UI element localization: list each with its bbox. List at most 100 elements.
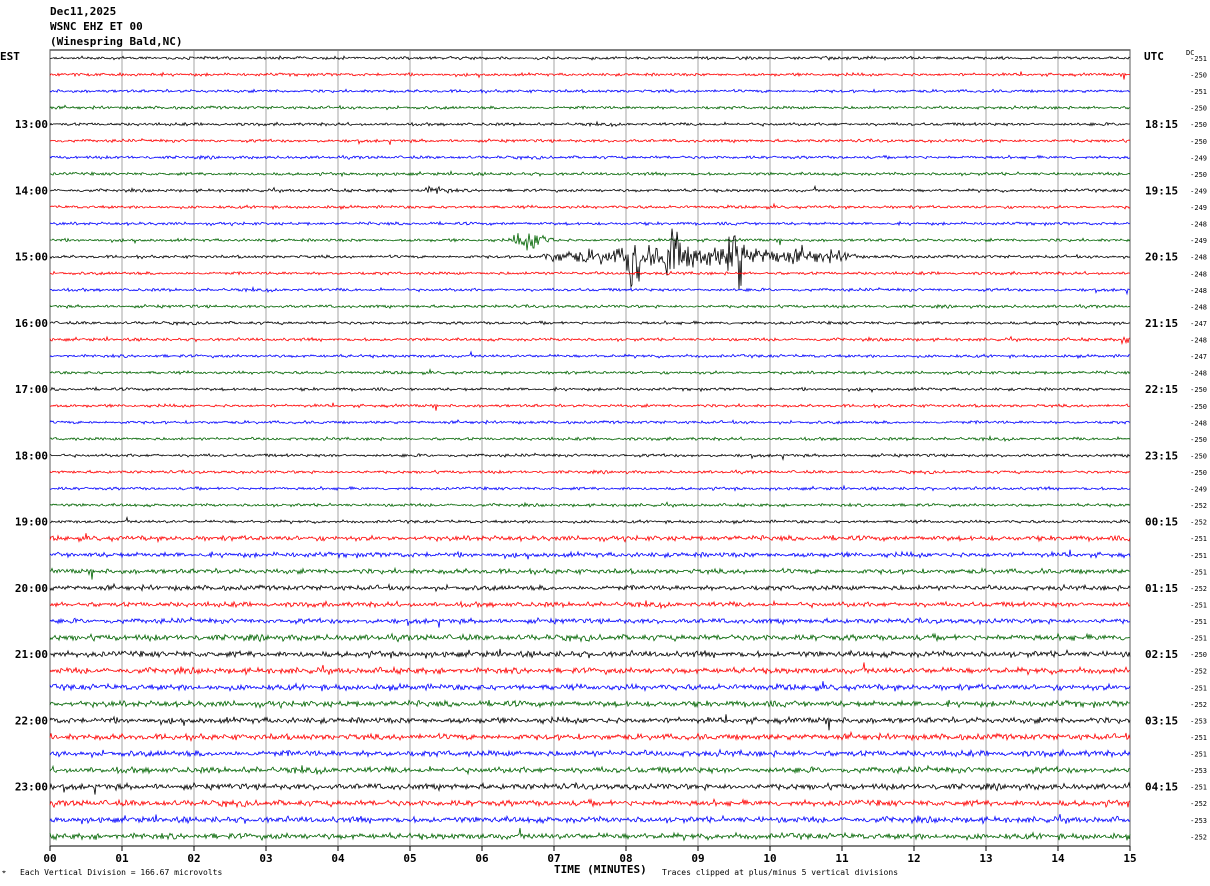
dc-offset-label: -250 [1190, 105, 1207, 113]
x-axis-title: TIME (MINUTES) [554, 863, 647, 876]
dc-offset-label: -252 [1190, 668, 1207, 676]
dc-offset-label: -248 [1190, 254, 1207, 262]
x-tick-label: 01 [115, 852, 129, 865]
trace-row [49, 55, 1131, 62]
clip-note: Traces clipped at plus/minus 5 vertical … [662, 868, 899, 877]
dc-offset-label: -248 [1190, 270, 1207, 278]
trace-row [50, 386, 1131, 394]
dc-offset-label: -251 [1190, 618, 1207, 626]
trace-row [49, 169, 1131, 178]
trace-row [49, 599, 1131, 610]
trace-row [49, 549, 1131, 560]
dc-offset-label: -251 [1190, 601, 1207, 609]
trace-row [49, 662, 1131, 676]
dc-offset-label: -249 [1190, 486, 1207, 494]
trace-row [49, 335, 1131, 346]
trace-row [49, 233, 1131, 251]
dc-offset-label: -250 [1190, 138, 1207, 146]
x-tick-label: 03 [259, 852, 272, 865]
right-hour-label: 04:15 [1145, 781, 1178, 794]
trace-row [49, 798, 1131, 809]
trace-row [49, 632, 1131, 643]
trace-row [49, 435, 1131, 442]
dc-offset-label: -249 [1190, 204, 1207, 212]
dc-offset-label: -248 [1190, 370, 1207, 378]
trace-row [49, 533, 1131, 544]
x-tick-label: 05 [403, 852, 416, 865]
trace-row [49, 202, 1131, 211]
right-hour-label: 21:15 [1145, 317, 1178, 330]
trace-row [49, 566, 1131, 580]
left-hour-label: 13:00 [15, 118, 48, 131]
trace-row [49, 730, 1131, 743]
dc-offset-label: -253 [1190, 767, 1207, 775]
trace-row [50, 137, 1131, 145]
trace-row [49, 452, 1131, 461]
trace-row [49, 228, 1131, 291]
trace-row [49, 350, 1131, 360]
trace-row [49, 582, 1131, 593]
trace-row [49, 516, 1131, 525]
right-hour-label: 20:15 [1145, 251, 1178, 264]
left-hour-label: 18:00 [15, 449, 48, 462]
right-hour-label: 23:15 [1145, 449, 1178, 462]
trace-row [49, 154, 1131, 161]
right-hour-label: 01:15 [1145, 582, 1178, 595]
left-hour-label: 14:00 [15, 184, 48, 197]
dc-offset-label: -248 [1190, 287, 1207, 295]
x-tick-label: 13 [979, 852, 992, 865]
trace-row [49, 648, 1131, 659]
trace-row [49, 699, 1131, 710]
right-hour-label: 18:15 [1145, 118, 1178, 131]
x-tick-label: 09 [691, 852, 704, 865]
trace-row [49, 220, 1131, 227]
x-tick-label: 00 [43, 852, 56, 865]
location-label: (Winespring Bald,NC) [50, 35, 183, 48]
trace-row [49, 714, 1131, 731]
right-hour-label: 03:15 [1145, 714, 1178, 727]
dc-offset-label: -248 [1190, 419, 1207, 427]
right-hour-label: 00:15 [1145, 516, 1178, 529]
trace-row [49, 368, 1131, 376]
dc-offset-label: -249 [1190, 154, 1207, 162]
dc-offset-label: -251 [1190, 784, 1207, 792]
dc-offset-label: -251 [1190, 55, 1207, 63]
dc-offset-label: -252 [1190, 800, 1207, 808]
right-hour-label: 19:15 [1145, 184, 1178, 197]
trace-row [49, 748, 1131, 759]
dc-offset-label: -251 [1190, 88, 1207, 96]
x-tick-label: 02 [187, 852, 200, 865]
left-hour-label: 20:00 [15, 582, 48, 595]
dc-offset-label: -247 [1190, 353, 1207, 361]
dc-offset-label: -253 [1190, 717, 1207, 725]
scale-note: Each Vertical Division = 166.67 microvol… [20, 868, 223, 877]
x-tick-label: 12 [907, 852, 920, 865]
dc-offset-label: -250 [1190, 72, 1207, 80]
left-hour-label: 22:00 [15, 714, 48, 727]
x-tick-label: 08 [619, 852, 632, 865]
dc-offset-label: -252 [1190, 585, 1207, 593]
dc-offset-label: -250 [1190, 436, 1207, 444]
dc-offset-label: -250 [1190, 386, 1207, 394]
trace-row [49, 501, 1131, 508]
trace-row [49, 813, 1131, 825]
x-tick-label: 07 [547, 852, 560, 865]
trace-row [49, 270, 1131, 276]
right-timezone-label: UTC [1144, 50, 1164, 63]
dc-offset-label: -248 [1190, 221, 1207, 229]
trace-row [49, 616, 1131, 628]
trace-row [49, 88, 1131, 94]
date-label: Dec11,2025 [50, 5, 117, 18]
dc-offset-label: -249 [1190, 187, 1207, 195]
dc-offset-label: -251 [1190, 635, 1207, 643]
dc-offset-label: -251 [1190, 734, 1207, 742]
trace-row [49, 827, 1131, 842]
dc-offset-label: -250 [1190, 651, 1207, 659]
dc-offset-label: -250 [1190, 403, 1207, 411]
dc-offset-label: -252 [1190, 519, 1207, 527]
trace-row [50, 402, 1131, 411]
left-hour-label: 17:00 [15, 383, 48, 396]
dc-offset-label: -252 [1190, 502, 1207, 510]
dc-offset-label: -250 [1190, 121, 1207, 129]
